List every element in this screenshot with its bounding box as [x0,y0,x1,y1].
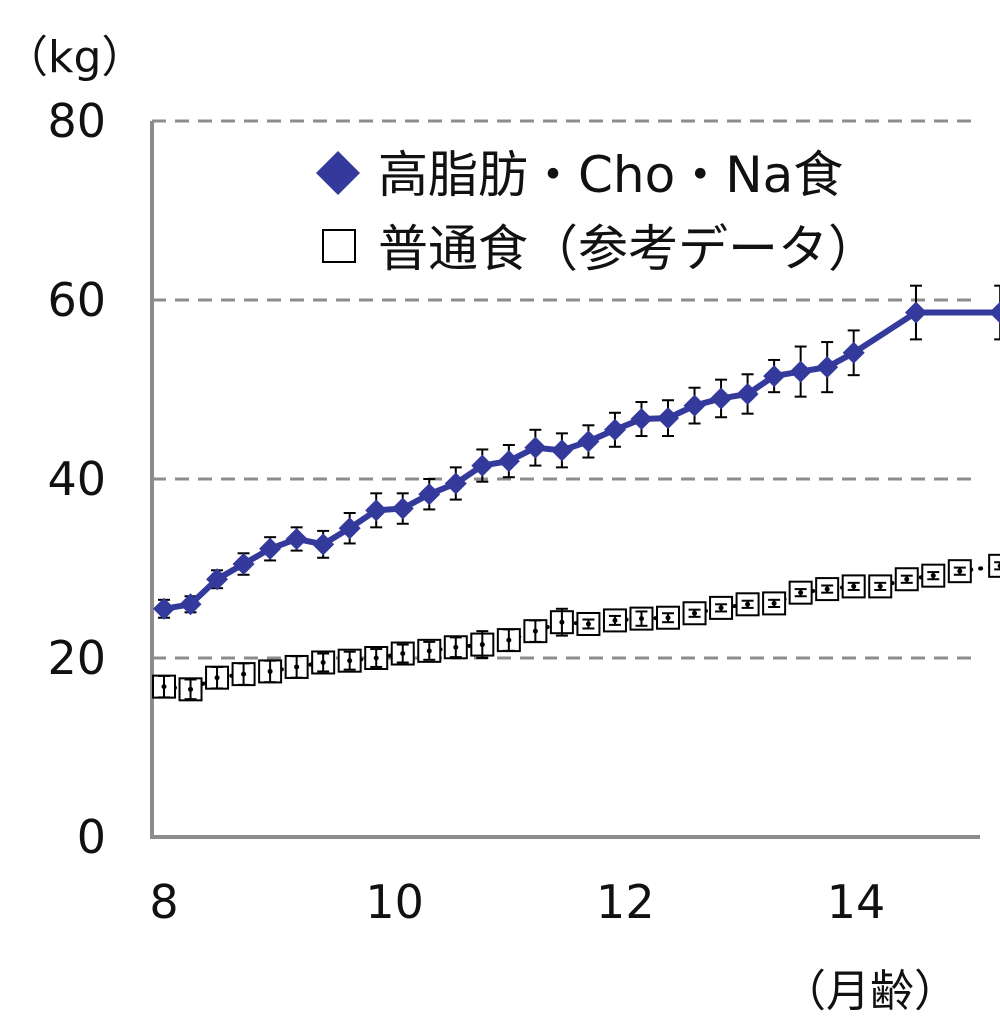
data-point [683,394,706,417]
series-line [163,309,1000,612]
data-point [577,430,600,453]
x-tick-labels: 8 10 12 14 [149,875,885,929]
data-point [763,365,786,388]
x-axis-unit-label: （月齢） [782,966,958,1017]
data-point-center [320,659,326,665]
data-point-center [997,563,1000,569]
data-point-center [373,655,379,661]
data-point-center [585,621,591,627]
data-point-center [851,583,857,589]
data-point-center [426,648,432,654]
data-point-center [479,642,485,648]
data-point [816,356,839,379]
data-point [471,454,494,477]
data-point [206,568,229,591]
data-point [736,382,759,405]
legend-square-marker [322,229,356,263]
data-point-center [665,615,671,621]
y-axis-unit-label: （kg） [4,32,145,83]
data-point [904,301,927,324]
data-point [338,517,361,540]
series-high-fat-diet [153,284,1000,620]
y-tick-label: 60 [47,273,106,327]
data-point [418,483,441,506]
data-point [365,499,388,522]
data-point [789,360,812,383]
data-point-center [612,617,618,623]
data-point [988,553,1000,578]
data-point-center [241,671,247,677]
data-point-center [745,601,751,607]
data-point-center [214,675,220,681]
x-tick-label: 10 [365,875,424,929]
data-point [603,418,626,441]
x-tick-label: 8 [149,875,178,929]
legend-label-regular: 普通食（参考データ） [378,220,878,278]
data-point [285,527,308,550]
data-point [444,472,467,495]
y-tick-labels: 0 20 40 60 80 [47,94,106,864]
axes [150,121,980,839]
data-point-center [957,568,963,574]
data-point-center [347,658,353,664]
legend: 高脂肪・Cho・Na食 普通食（参考データ） [316,146,878,278]
data-point-center [532,628,538,634]
y-tick-label: 0 [77,810,106,864]
data-point [497,450,520,473]
data-point [391,497,414,520]
data-point-center [453,644,459,650]
data-point-center [718,605,724,611]
legend-item-regular: 普通食（参考データ） [322,220,878,278]
data-point [842,341,865,364]
data-point [524,436,547,459]
x-tick-label: 14 [827,875,886,929]
data-point-center [692,610,698,616]
x-tick-label: 12 [596,875,655,929]
data-point [153,597,175,620]
legend-label-high-fat: 高脂肪・Cho・Na食 [378,146,843,204]
data-point-center [267,668,273,674]
data-point [710,387,733,410]
data-point-center [638,616,644,622]
data-point [989,301,1000,324]
data-point-center [161,684,167,690]
data-point-center [188,686,194,692]
data-point-center [559,619,565,625]
data-point-center [506,637,512,643]
data-point-center [400,651,406,657]
legend-item-high-fat: 高脂肪・Cho・Na食 [316,146,843,204]
data-point-center [904,576,910,582]
data-point [630,408,653,431]
data-point [312,533,335,556]
data-point-center [294,664,300,670]
y-tick-label: 80 [47,94,106,148]
data-point-center [798,590,804,596]
y-tick-label: 40 [47,452,106,506]
data-point-center [877,583,883,589]
series-regular-diet [152,553,1000,702]
data-point [259,537,282,560]
grid-lines [152,119,980,660]
data-point [232,553,255,576]
data-point-center [930,573,936,579]
y-tick-label: 20 [47,631,106,685]
data-point [657,407,680,430]
data-point-center [824,586,830,592]
legend-diamond-marker [316,151,360,195]
data-point [179,593,202,616]
data-point-center [771,600,777,606]
data-point [550,439,573,462]
